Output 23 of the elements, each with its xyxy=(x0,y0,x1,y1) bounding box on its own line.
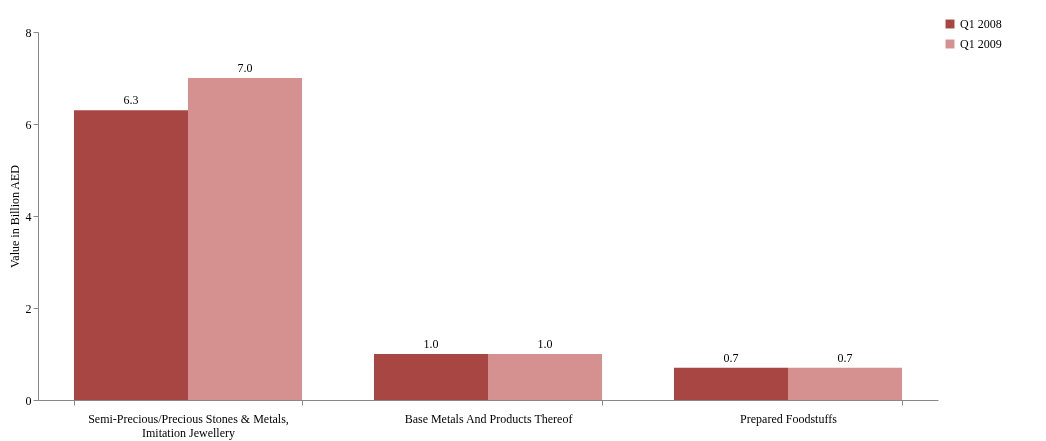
y-tick-label: 0 xyxy=(25,393,32,408)
legend-label: Q1 2009 xyxy=(960,37,1002,51)
y-tick-label: 2 xyxy=(25,301,32,316)
x-tick-label: Base Metals And Products Thereof xyxy=(404,411,573,426)
bar xyxy=(674,367,788,400)
data-label: 1.0 xyxy=(537,337,553,351)
data-label: 1.0 xyxy=(423,337,439,351)
x-tick-label: Semi-Precious/Precious Stones & Metals, Imitation Jewellery xyxy=(88,411,289,440)
bar xyxy=(74,110,188,400)
y-axis-title: Value in Billion AED xyxy=(7,164,22,268)
bar xyxy=(788,367,902,400)
bar xyxy=(488,354,602,400)
x-tick-label: Prepared Foodstuffs xyxy=(740,411,838,426)
y-tick-label: 6 xyxy=(25,117,32,132)
y-tick-label: 8 xyxy=(25,25,32,40)
data-label: 6.3 xyxy=(123,93,139,108)
data-label: 7.0 xyxy=(237,61,253,75)
bar xyxy=(188,78,302,400)
bar xyxy=(374,354,488,400)
data-label: 0.7 xyxy=(837,350,853,365)
y-tick-label: 4 xyxy=(25,209,32,224)
legend-label: Q1 2008 xyxy=(960,17,1002,31)
data-label: 0.7 xyxy=(723,350,739,365)
